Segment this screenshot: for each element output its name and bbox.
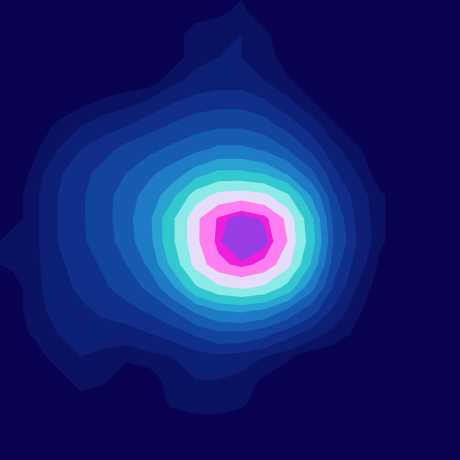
density-band: [152, 159, 322, 313]
density-band: [0, 0, 385, 414]
density-band: [162, 170, 315, 305]
chart: [0, 0, 460, 460]
density-band: [221, 215, 268, 262]
density-band: [58, 90, 357, 355]
background: [0, 0, 460, 460]
density-band: [187, 191, 296, 289]
density-band: [215, 211, 274, 267]
density-band: [175, 181, 307, 297]
density-band: [133, 145, 328, 323]
density-band: [39, 35, 372, 380]
density-band: [85, 109, 347, 344]
density-band: [199, 201, 287, 278]
plot-area: [0, 0, 385, 414]
density-band: [112, 129, 333, 332]
